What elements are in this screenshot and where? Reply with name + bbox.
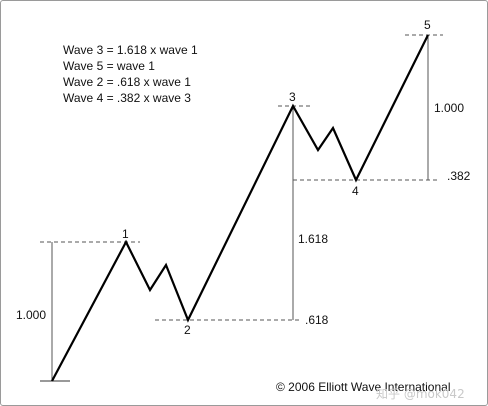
wave-path: [51, 34, 429, 382]
ratio-wave-4: .382: [447, 169, 471, 183]
wave-label-4: 4: [352, 184, 359, 198]
measurement-lines: [51, 35, 429, 380]
wave-label-3: 3: [289, 90, 296, 104]
copyright-text: © 2006 Elliott Wave International: [276, 380, 451, 394]
ratio-wave-1: 1.000: [16, 308, 46, 322]
rule-wave-3: Wave 3 = 1.618 x wave 1: [63, 43, 198, 57]
rule-wave-5: Wave 5 = wave 1: [63, 59, 155, 73]
ratio-wave-3: 1.618: [298, 232, 328, 246]
watermark-text: 知乎 @mok042: [376, 387, 465, 401]
ratio-wave-5: 1.000: [434, 101, 464, 115]
wave-label-1: 1: [122, 227, 129, 241]
ratio-wave-2: .618: [305, 313, 329, 327]
wave-label-2: 2: [184, 323, 191, 337]
rule-wave-4: Wave 4 = .382 x wave 3: [63, 91, 191, 105]
wave-label-5: 5: [424, 18, 431, 32]
rule-wave-2: Wave 2 = .618 x wave 1: [63, 75, 191, 89]
fibonacci-rules: Wave 3 = 1.618 x wave 1 Wave 5 = wave 1 …: [63, 43, 198, 105]
